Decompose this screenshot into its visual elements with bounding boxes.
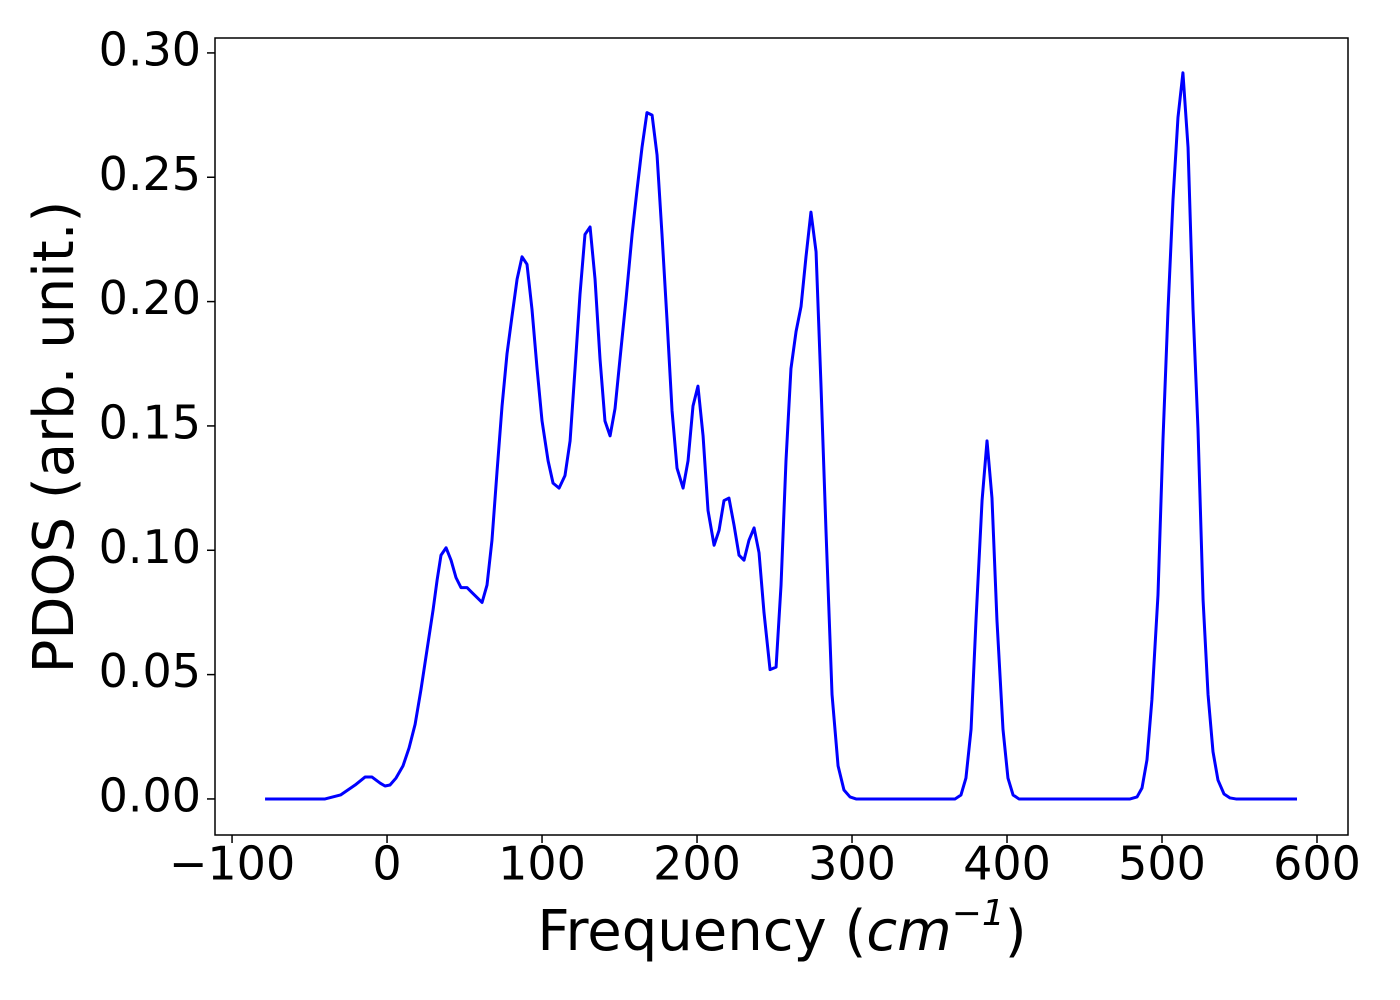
plot-frame [214,37,1349,836]
x-tick-label: 500 [1118,837,1206,891]
x-tick-label: 300 [808,837,896,891]
y-tick-label: 0.05 [99,644,201,698]
y-tick-label: 0.15 [99,395,201,449]
data-line [265,71,1298,801]
x-label-text: ) [1005,899,1027,964]
y-tick-label: 0.00 [99,768,201,822]
y-tick-label: 0.25 [99,147,201,201]
x-label-unit: cm [866,899,951,964]
x-tick-label: 600 [1273,837,1361,891]
y-tick-label: 0.30 [99,22,201,76]
y-tick-label: 0.20 [99,271,201,325]
x-axis-label: Frequency (cm−1) [537,893,1026,964]
x-tick-label: 100 [498,837,586,891]
x-label-text: Frequency ( [537,899,866,964]
x-tick-label: −100 [169,837,295,891]
x-tick-label: 0 [372,837,401,891]
x-tick-label: 400 [963,837,1051,891]
y-tick-label: 0.10 [99,520,201,574]
y-axis-label: PDOS (arb. unit.) [22,201,87,674]
x-label-exponent: −1 [952,893,1005,934]
x-tick-label: 200 [653,837,741,891]
